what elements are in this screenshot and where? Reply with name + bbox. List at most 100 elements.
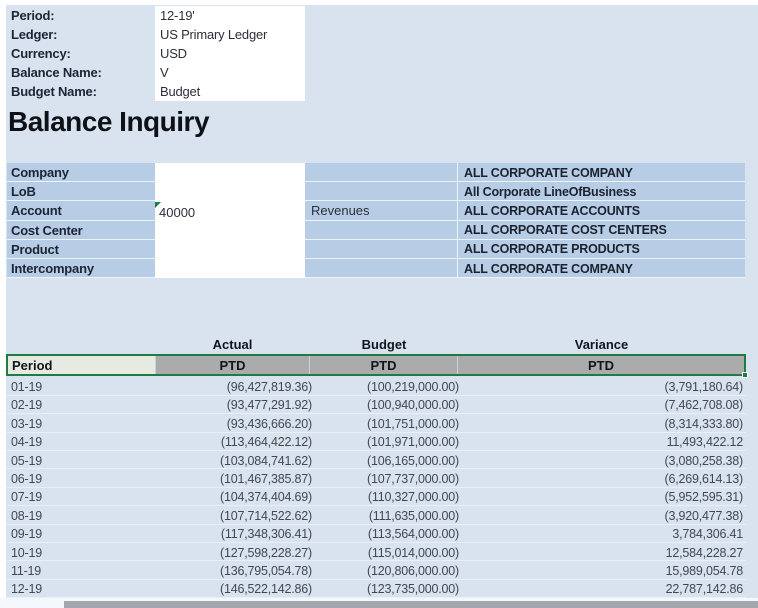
cell-actual-ptd: (127,598,228.27) bbox=[219, 545, 312, 560]
table-row: 01-19 (96,427,819.36) (100,219,000.00) (… bbox=[7, 377, 746, 396]
info-row-balance-name: Balance Name: V bbox=[7, 63, 305, 82]
filter-selection-intercompany-cell[interactable]: ALL CORPORATE COMPANY bbox=[458, 259, 745, 278]
cell-actual-ptd: (107,714,522.62) bbox=[219, 508, 312, 523]
filter-input-column[interactable] bbox=[155, 163, 305, 278]
table-row: 10-19 (127,598,228.27) (115,014,000.00) … bbox=[7, 543, 746, 562]
info-row-ledger: Ledger: US Primary Ledger bbox=[7, 25, 305, 44]
cell-actual-ptd: (146,522,142.86) bbox=[219, 582, 312, 597]
cell-variance-ptd: (3,791,180.64) bbox=[664, 380, 743, 394]
column-group-budget: Budget bbox=[361, 337, 407, 352]
cell-period: 09-19 bbox=[11, 527, 42, 542]
cell-budget-ptd: (110,327,000.00) bbox=[367, 490, 459, 505]
header-cell-budget-ptd[interactable]: PTD bbox=[309, 356, 457, 374]
header-cell-variance-ptd[interactable]: PTD bbox=[457, 356, 744, 374]
cell-budget-ptd: (123,735,000.00) bbox=[366, 582, 459, 597]
cell-actual-ptd: (103,084,741.62) bbox=[219, 453, 312, 468]
info-label-budget-name: Budget Name: bbox=[11, 84, 97, 99]
table-row: 03-19 (93,436,666.20) (101,751,000.00) (… bbox=[7, 414, 746, 433]
cell-budget-ptd: (107,737,000.00) bbox=[366, 471, 459, 486]
filter-label-product: Product bbox=[7, 239, 155, 258]
cell-variance-ptd: (3,920,477.38) bbox=[664, 508, 743, 523]
info-value-balance-name-cell[interactable]: V bbox=[155, 63, 305, 82]
cell-variance-ptd: (3,080,258.38) bbox=[664, 453, 743, 468]
info-row-period: Period: 12-19' bbox=[7, 6, 305, 25]
filter-selection-product-cell[interactable]: ALL CORPORATE PRODUCTS bbox=[458, 239, 745, 258]
sheet-top-margin bbox=[0, 0, 758, 5]
info-value-ledger-cell[interactable]: US Primary Ledger bbox=[155, 25, 305, 44]
table-row: 04-19 (113,464,422.12) (101,971,000.00) … bbox=[7, 432, 746, 452]
table-row: 07-19 (104,374,404.69) (110,327,000.00) … bbox=[7, 487, 746, 507]
header-cell-period[interactable]: Period bbox=[8, 356, 155, 374]
column-group-variance: Variance bbox=[574, 337, 629, 352]
info-row-budget-name: Budget Name: Budget bbox=[7, 82, 305, 101]
cell-variance-ptd: (7,462,708.08) bbox=[664, 398, 743, 413]
next-section-partial-row bbox=[64, 601, 758, 608]
filter-selection-cost-center-cell[interactable]: ALL CORPORATE COST CENTERS bbox=[458, 220, 745, 239]
filter-name-cost-center-cell bbox=[305, 220, 457, 239]
cell-period: 10-19 bbox=[11, 545, 42, 560]
cell-budget-ptd: (100,219,000.00) bbox=[366, 380, 459, 394]
filter-selection-lob-cell[interactable]: All Corporate LineOfBusiness bbox=[458, 182, 745, 201]
cell-actual-ptd: (136,795,054.78) bbox=[219, 563, 312, 578]
cell-variance-ptd: 22,787,142.86 bbox=[665, 582, 744, 597]
cell-variance-ptd: (6,269,614.13) bbox=[664, 471, 743, 486]
account-input-cell[interactable]: 40000 bbox=[159, 205, 196, 220]
table-row: 05-19 (103,084,741.62) (106,165,000.00) … bbox=[7, 451, 746, 470]
page-title: Balance Inquiry bbox=[8, 106, 210, 137]
filter-row-product: Product ALL CORPORATE PRODUCTS bbox=[7, 239, 745, 258]
info-label-period: Period: bbox=[11, 8, 55, 23]
cell-period: 02-19 bbox=[11, 398, 42, 413]
filter-name-product-cell bbox=[305, 239, 457, 258]
cell-actual-ptd: (117,348,306.41) bbox=[220, 527, 312, 542]
table-row: 12-19 (146,522,142.86) (123,735,000.00) … bbox=[7, 579, 746, 599]
cell-actual-ptd: (96,427,819.36) bbox=[226, 380, 312, 394]
cell-period: 03-19 bbox=[11, 416, 42, 431]
cell-period: 11-19 bbox=[11, 563, 42, 578]
table-header-row-selected[interactable]: Period PTD PTD PTD bbox=[6, 354, 748, 378]
cell-variance-ptd: 11,493,422.12 bbox=[666, 435, 744, 450]
cell-budget-ptd: (113,564,000.00) bbox=[367, 527, 459, 542]
filter-row-account: Account Revenues ALL CORPORATE ACCOUNTS bbox=[7, 201, 745, 220]
filter-name-intercompany-cell bbox=[305, 259, 457, 278]
cell-actual-ptd: (93,477,291.92) bbox=[226, 398, 312, 413]
filter-panel: Company ALL CORPORATE COMPANY LoB All Co… bbox=[7, 163, 745, 278]
cell-budget-ptd: (115,014,000.00) bbox=[367, 545, 459, 560]
sheet-left-margin bbox=[0, 0, 6, 608]
info-label-balance-name: Balance Name: bbox=[11, 65, 102, 80]
filter-label-account: Account bbox=[7, 201, 155, 220]
column-group-actual: Actual bbox=[212, 337, 253, 352]
filter-name-company-cell bbox=[305, 163, 457, 182]
header-cell-actual-ptd[interactable]: PTD bbox=[155, 356, 309, 374]
cell-budget-ptd: (120,806,000.00) bbox=[366, 563, 459, 578]
table-row: 08-19 (107,714,522.62) (111,635,000.00) … bbox=[7, 506, 746, 525]
filter-label-lob: LoB bbox=[7, 182, 155, 201]
cell-period: 06-19 bbox=[11, 471, 42, 486]
table-row: 09-19 (117,348,306.41) (113,564,000.00) … bbox=[7, 524, 746, 544]
filter-row-cost-center: Cost Center ALL CORPORATE COST CENTERS bbox=[7, 220, 745, 239]
cell-actual-ptd: (113,464,422.12) bbox=[220, 435, 312, 450]
cell-error-flag-icon bbox=[155, 201, 161, 208]
cell-period: 07-19 bbox=[11, 490, 42, 505]
table-row: 06-19 (101,467,385.87) (107,737,000.00) … bbox=[7, 469, 746, 488]
cell-period: 01-19 bbox=[11, 380, 42, 394]
filter-row-company: Company ALL CORPORATE COMPANY bbox=[7, 163, 745, 182]
table-row: 02-19 (93,477,291.92) (100,940,000.00) (… bbox=[7, 395, 746, 415]
cell-variance-ptd: 12,584,228.27 bbox=[665, 545, 744, 560]
filter-selection-account-cell[interactable]: ALL CORPORATE ACCOUNTS bbox=[458, 201, 745, 220]
info-label-ledger: Ledger: bbox=[11, 27, 58, 42]
table-row: 11-19 (136,795,054.78) (120,806,000.00) … bbox=[7, 561, 746, 580]
cell-variance-ptd: (5,952,595.31) bbox=[664, 490, 743, 505]
cell-budget-ptd: (100,940,000.00) bbox=[366, 398, 459, 413]
cell-budget-ptd: (106,165,000.00) bbox=[366, 453, 459, 468]
balance-table-body: 01-19 (96,427,819.36) (100,219,000.00) (… bbox=[7, 377, 746, 599]
cell-period: 12-19 bbox=[11, 582, 42, 597]
info-value-currency-cell[interactable]: USD bbox=[155, 44, 305, 63]
cell-variance-ptd: (8,314,333.80) bbox=[664, 416, 743, 431]
info-value-period-cell[interactable]: 12-19' bbox=[155, 6, 305, 25]
filter-name-lob-cell bbox=[305, 182, 457, 201]
info-value-budget-name-cell[interactable]: Budget bbox=[155, 82, 305, 101]
cell-variance-ptd: 3,784,306.41 bbox=[672, 527, 743, 542]
filter-selection-company-cell[interactable]: ALL CORPORATE COMPANY bbox=[458, 163, 745, 182]
filter-label-company: Company bbox=[7, 163, 155, 182]
cell-period: 04-19 bbox=[11, 435, 42, 450]
